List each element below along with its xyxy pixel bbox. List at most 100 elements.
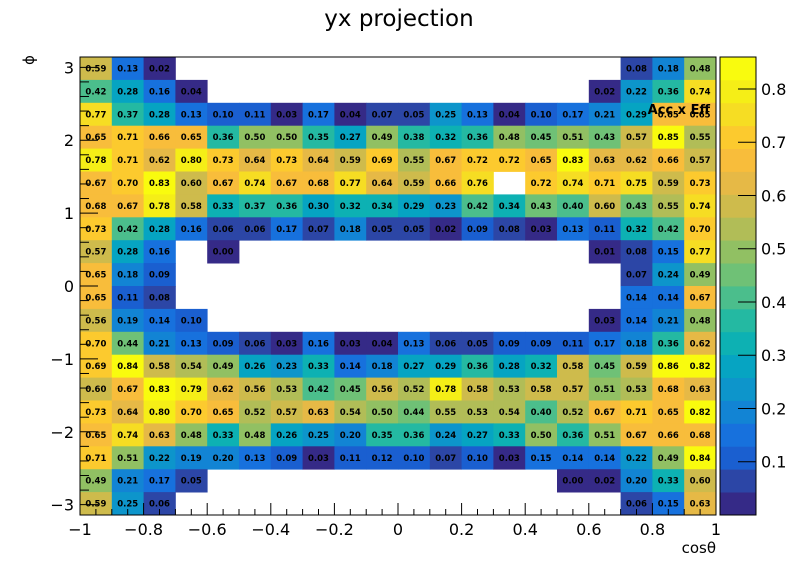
cell-value-label: 0.59 xyxy=(340,156,361,166)
cell-value-label: 0.53 xyxy=(499,385,520,395)
cell-value-label: 0.13 xyxy=(181,339,202,349)
colorbar-segment xyxy=(720,331,756,356)
heatmap-cell xyxy=(334,354,367,378)
heatmap-cell xyxy=(111,492,144,516)
cell-value-label: 0.16 xyxy=(181,225,202,235)
heatmap-cell xyxy=(557,217,590,241)
heatmap-cell xyxy=(525,354,558,378)
cell-value-label: 0.54 xyxy=(181,362,202,372)
cell-value-label: 0.09 xyxy=(213,339,234,349)
cell-value-label: 0.71 xyxy=(626,408,647,418)
cell-value-label: 0.06 xyxy=(626,500,647,510)
colorbar-segment xyxy=(720,217,756,241)
y-tick-label: −2 xyxy=(50,423,74,442)
cell-value-label: 0.14 xyxy=(340,362,361,372)
heatmap-cell xyxy=(398,446,431,470)
cell-value-label: 0.15 xyxy=(531,454,552,464)
cell-value-label: 0.08 xyxy=(626,248,647,258)
cell-value-label: 0.26 xyxy=(244,362,265,372)
x-tick-label: 0.2 xyxy=(449,520,474,539)
cell-value-label: 0.28 xyxy=(117,87,138,97)
heatmap-cell xyxy=(684,79,717,104)
cell-value-label: 0.58 xyxy=(149,362,170,372)
cell-value-label: 0.14 xyxy=(626,316,647,326)
cell-value-label: 0.42 xyxy=(85,87,106,97)
heatmap-cell xyxy=(175,354,208,378)
heatmap-cell xyxy=(239,171,272,195)
cell-value-label: 0.67 xyxy=(117,202,138,212)
heatmap-cell xyxy=(652,331,685,356)
cell-value-label: 0.09 xyxy=(276,454,297,464)
heatmap-cell xyxy=(80,217,113,241)
heatmap-cell xyxy=(588,148,621,172)
cell-value-label: 0.09 xyxy=(467,225,488,235)
cell-value-label: 0.04 xyxy=(499,110,520,120)
cell-value-label: 0.09 xyxy=(149,271,170,281)
heatmap-cell xyxy=(175,308,208,333)
heatmap-cell xyxy=(143,217,176,241)
heatmap-cell xyxy=(366,217,399,241)
heatmap-cell xyxy=(175,400,208,424)
cell-value-label: 0.02 xyxy=(594,477,615,487)
cell-value-label: 0.55 xyxy=(403,156,424,166)
cell-value-label: 0.20 xyxy=(213,454,234,464)
cell-value-label: 0.16 xyxy=(308,339,329,349)
cell-value-label: 0.07 xyxy=(626,271,647,281)
heatmap-cell xyxy=(239,354,272,378)
cell-value-label: 0.58 xyxy=(181,202,202,212)
heatmap-cell xyxy=(557,377,590,401)
cell-value-label: 0.28 xyxy=(499,362,520,372)
cell-value-label: 0.05 xyxy=(467,339,488,349)
heatmap-cell xyxy=(334,148,367,172)
heatmap-cell xyxy=(366,171,399,195)
cell-value-label: 0.75 xyxy=(626,179,647,189)
heatmap-cell xyxy=(461,171,494,195)
colorbar-segment xyxy=(720,469,756,493)
heatmap-cell xyxy=(302,125,335,149)
heatmap-cell xyxy=(684,102,717,127)
heatmap-cell xyxy=(684,331,717,356)
cell-value-label: 0.62 xyxy=(626,156,647,166)
colorbar-segment xyxy=(720,79,756,104)
cell-value-label: 0.21 xyxy=(149,339,170,349)
cell-value-label: 0.34 xyxy=(372,202,393,212)
cell-value-label: 0.20 xyxy=(626,477,647,487)
cell-value-label: 0.05 xyxy=(403,110,424,120)
cell-value-label: 0.36 xyxy=(467,362,488,372)
heatmap-cell xyxy=(175,79,208,104)
heatmap-cell xyxy=(334,423,367,447)
heatmap-cell xyxy=(111,102,144,127)
cell-value-label: 0.73 xyxy=(85,408,106,418)
heatmap-cell xyxy=(493,194,526,218)
cell-value-label: 0.03 xyxy=(594,316,615,326)
cell-value-label: 0.26 xyxy=(276,431,297,441)
heatmap-cell xyxy=(429,446,462,470)
heatmap-cell xyxy=(684,400,717,424)
heatmap-cell xyxy=(111,331,144,356)
cell-value-label: 0.06 xyxy=(149,500,170,510)
cell-value-label: 0.33 xyxy=(213,202,234,212)
heatmap-cell xyxy=(80,171,113,195)
heatmap-cell xyxy=(175,331,208,356)
heatmap-cell xyxy=(334,217,367,241)
heatmap-cell xyxy=(684,308,717,333)
cell-value-label: 0.13 xyxy=(403,339,424,349)
heatmap-cell xyxy=(525,171,558,195)
cell-value-label: 0.65 xyxy=(85,133,106,143)
heatmap-cell xyxy=(620,57,653,81)
colorbar-segment xyxy=(720,240,756,264)
heatmap-cell xyxy=(111,354,144,378)
y-tick-label: 1 xyxy=(64,204,74,223)
cell-value-label: 0.78 xyxy=(435,385,456,395)
cell-value-label: 0.13 xyxy=(562,225,583,235)
heatmap-cell xyxy=(302,171,335,195)
cell-value-label: 0.64 xyxy=(308,156,329,166)
heatmap-cell xyxy=(398,148,431,172)
heatmap-cell xyxy=(525,423,558,447)
heatmap-cell xyxy=(270,400,303,424)
cell-value-label: 0.83 xyxy=(149,179,170,189)
axes: −1 −0.8 −0.6 −0.4 −0.2 0 0.2 0.4 0.6 0.8 1 −3 −2 −1 0 1… xyxy=(50,56,721,539)
heatmap-cell xyxy=(270,171,303,195)
heatmap-cell xyxy=(239,125,272,149)
